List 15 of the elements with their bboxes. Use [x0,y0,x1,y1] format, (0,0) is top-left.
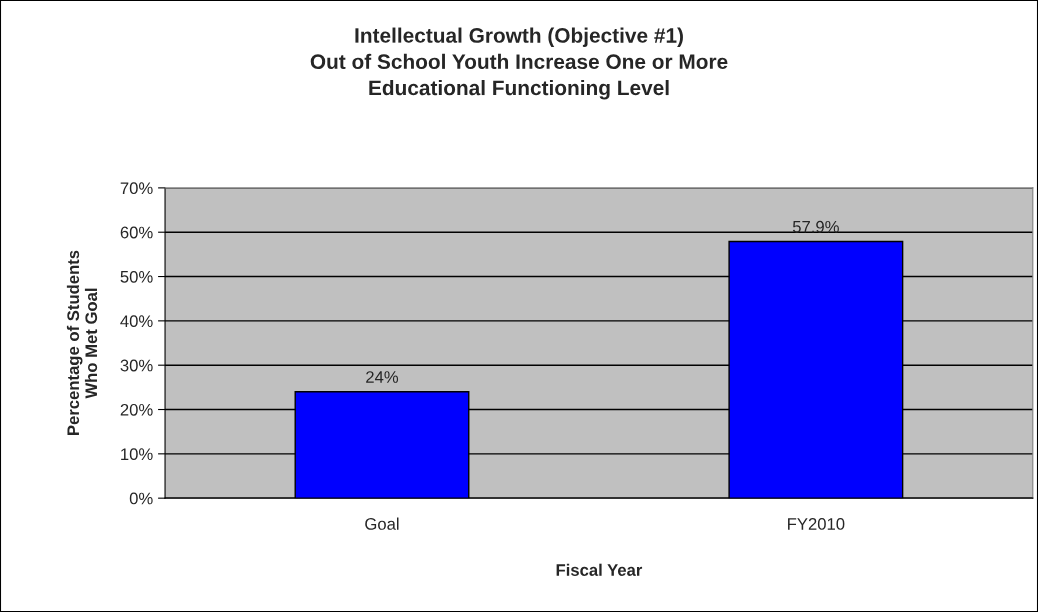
y-tick-label: 0% [129,492,153,505]
y-tick-label: 30% [120,359,153,372]
y-tick-label: 40% [120,315,153,328]
chart-title: Intellectual Growth (Objective #1) Out of School Youth Increase One or More Educational Functioning Level [310,27,728,100]
y-tick-label: 60% [120,226,153,239]
y-tick-label: 70% [120,182,153,195]
data-label: 57.9% [792,220,839,233]
y-tick-label: 20% [120,403,153,416]
x-tick-label: Goal [365,517,399,530]
data-label: 24% [366,371,399,383]
y-axis-title: Percentage of Students Who Met Goal [66,250,98,435]
x-tick-label: FY2010 [788,518,845,530]
x-axis-title: Fiscal Year [556,563,643,576]
y-tick-label: 50% [120,270,153,283]
y-tick-label: 10% [121,448,153,461]
